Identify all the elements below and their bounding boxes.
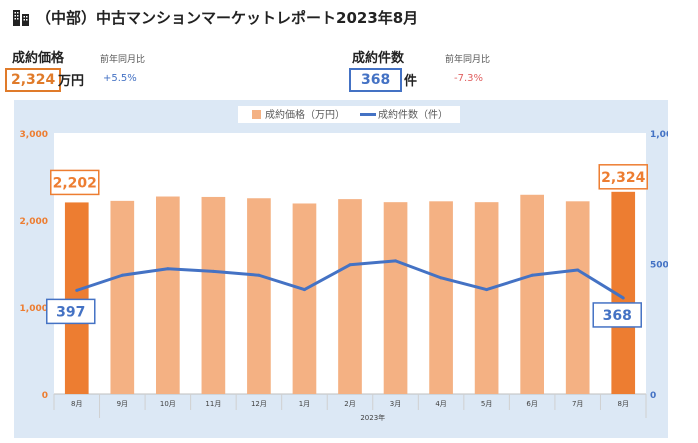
bar-price [565,201,590,394]
line-point-count [394,259,398,263]
x-tick-label: 8月 [71,400,82,408]
callout-count-first: 397 [56,304,85,320]
line-point-count [485,288,489,292]
x-tick-label: 9月 [117,400,128,408]
callout-price-first-box [50,169,100,196]
x-tick-label: 12月 [251,400,267,408]
bar-price [429,201,453,394]
x-tick-label: 11月 [205,400,221,408]
combo-chart: 成約価格（万円） 成約件数（件） 0 1,000 2,000 3,000 0 500 1,0… [20,106,678,422]
callout-count-first-box [46,298,96,325]
x-group-label: 2023年 [360,413,385,422]
left-axis-tick: 3,000 [20,130,48,140]
left-axis-tick: 0 [42,391,48,401]
bar-price [110,200,135,394]
price-kpi-change: +5.5% [103,73,137,84]
count-kpi-label: 成約件数 [352,51,405,66]
x-tick-label: 10月 [160,400,176,408]
count-kpi-sub: 前年同月比 [445,55,491,65]
left-axis-tick: 1,000 [20,304,48,314]
count-kpi-unit: 件 [404,74,418,89]
price-kpi-label: 成約価格 [12,51,65,66]
line-point-count [530,273,534,277]
line-point-count [348,263,352,267]
bar-price [520,194,544,394]
right-axis-tick: 0 [650,391,656,401]
count-kpi-value: 368 [349,68,403,92]
callout-count-last-box [592,302,642,328]
line-point-count [257,273,261,277]
line-point-count [576,268,580,272]
x-tick-label: 4月 [435,400,446,408]
x-tick-label: 5月 [481,400,492,408]
x-tick-label: 2月 [344,400,355,408]
x-tick-label: 3月 [390,400,401,408]
page-title-text: （中部）中古マンションマーケットレポート2023年8月 [36,9,419,27]
left-axis-tick: 2,000 [20,217,48,227]
callout-price-last-box [598,164,648,190]
line-point-count [120,273,124,277]
line-point-count [439,276,443,280]
chart-panel: 成約価格（万円） 成約件数（件） 0 1,000 2,000 3,000 0 500 1,0… [14,100,678,438]
bar-price [156,196,180,394]
count-kpi-change: -7.3% [454,73,484,84]
legend-box [238,106,460,123]
callout-count-last: 368 [603,308,632,324]
building-icon [13,10,29,26]
price-kpi-unit: 万円 [58,74,85,89]
x-tick-label: 8月 [617,400,628,408]
legend-label-price: 成約価格（万円） [265,108,345,121]
bar-price [201,196,226,394]
line-point-count [166,267,170,271]
bar-price [338,199,362,394]
bar-price [611,191,636,394]
bar-price [64,202,89,394]
bar-price [474,202,499,394]
line-point-count [302,288,306,292]
bar-price [292,203,317,394]
price-kpi-sub: 前年同月比 [100,55,146,65]
line-point-count [75,288,79,292]
callout-price-last: 2,324 [601,170,646,186]
legend-swatch-price [252,110,261,119]
line-point-count [211,269,215,273]
x-tick-label: 1月 [299,400,310,408]
right-axis-tick: 1,000 [650,130,668,140]
price-kpi-value: 2,324 [5,68,62,92]
page-title: （中部）中古マンションマーケットレポート2023年8月 [12,7,418,28]
x-tick-label: 6月 [526,400,537,408]
legend-label-count: 成約件数（件） [378,108,448,121]
callout-price-first: 2,202 [53,175,97,191]
line-point-count [621,296,625,300]
bar-price [383,202,408,394]
right-axis-tick: 500 [650,261,668,271]
x-tick-label: 7月 [572,400,583,408]
bar-price [247,198,271,394]
